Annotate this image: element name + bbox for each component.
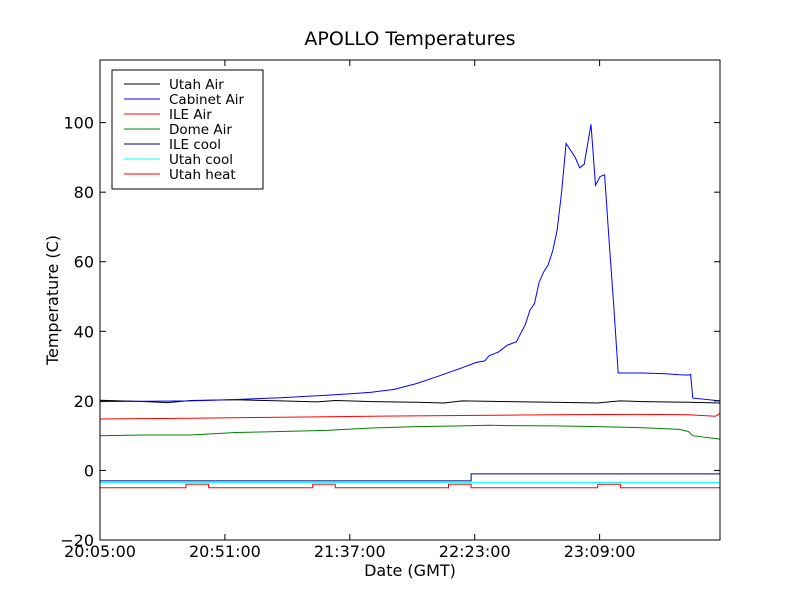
x-axis-label: Date (GMT) xyxy=(364,561,456,580)
series-line-cabinet-air xyxy=(100,124,720,403)
axis-ticks: −20 0 20 40 60 80 100 20:05:00 20:51:00 21:37:00 2… xyxy=(60,60,720,561)
series-line-ile-cool xyxy=(100,473,720,482)
legend-label: ILE cool xyxy=(169,137,221,153)
series-line-utah-air xyxy=(100,399,720,404)
legend-label: Cabinet Air xyxy=(169,92,244,108)
x-tick-label: 21:37:00 xyxy=(314,542,386,561)
x-tick-label: 20:05:00 xyxy=(64,542,136,561)
y-tick-label: 0 xyxy=(84,461,94,480)
y-tick-label: 40 xyxy=(74,322,94,341)
series-line-ile-air xyxy=(100,412,720,420)
legend-label: Utah Air xyxy=(169,77,224,93)
legend-label: Utah heat xyxy=(169,167,236,183)
chart-title: APOLLO Temperatures xyxy=(304,28,515,50)
legend-label: Utah cool xyxy=(169,152,233,168)
legend-label: Dome Air xyxy=(169,122,232,138)
x-tick-label: 20:51:00 xyxy=(189,542,261,561)
y-tick-label: 80 xyxy=(74,183,94,202)
legend-label: ILE Air xyxy=(169,107,212,123)
y-tick-label: 60 xyxy=(74,253,94,272)
plot-frame xyxy=(99,59,721,541)
plot-area xyxy=(100,124,720,489)
y-tick-label: 100 xyxy=(63,114,94,133)
x-tick-label: 23:09:00 xyxy=(564,542,636,561)
series-line-utah-heat xyxy=(100,483,720,489)
y-tick-label: −20 xyxy=(60,531,94,550)
series-line-dome-air xyxy=(100,424,720,440)
y-axis-label: Temperature (C) xyxy=(43,235,62,366)
y-tick-label: 20 xyxy=(74,392,94,411)
x-tick-label: 22:23:00 xyxy=(439,542,511,561)
